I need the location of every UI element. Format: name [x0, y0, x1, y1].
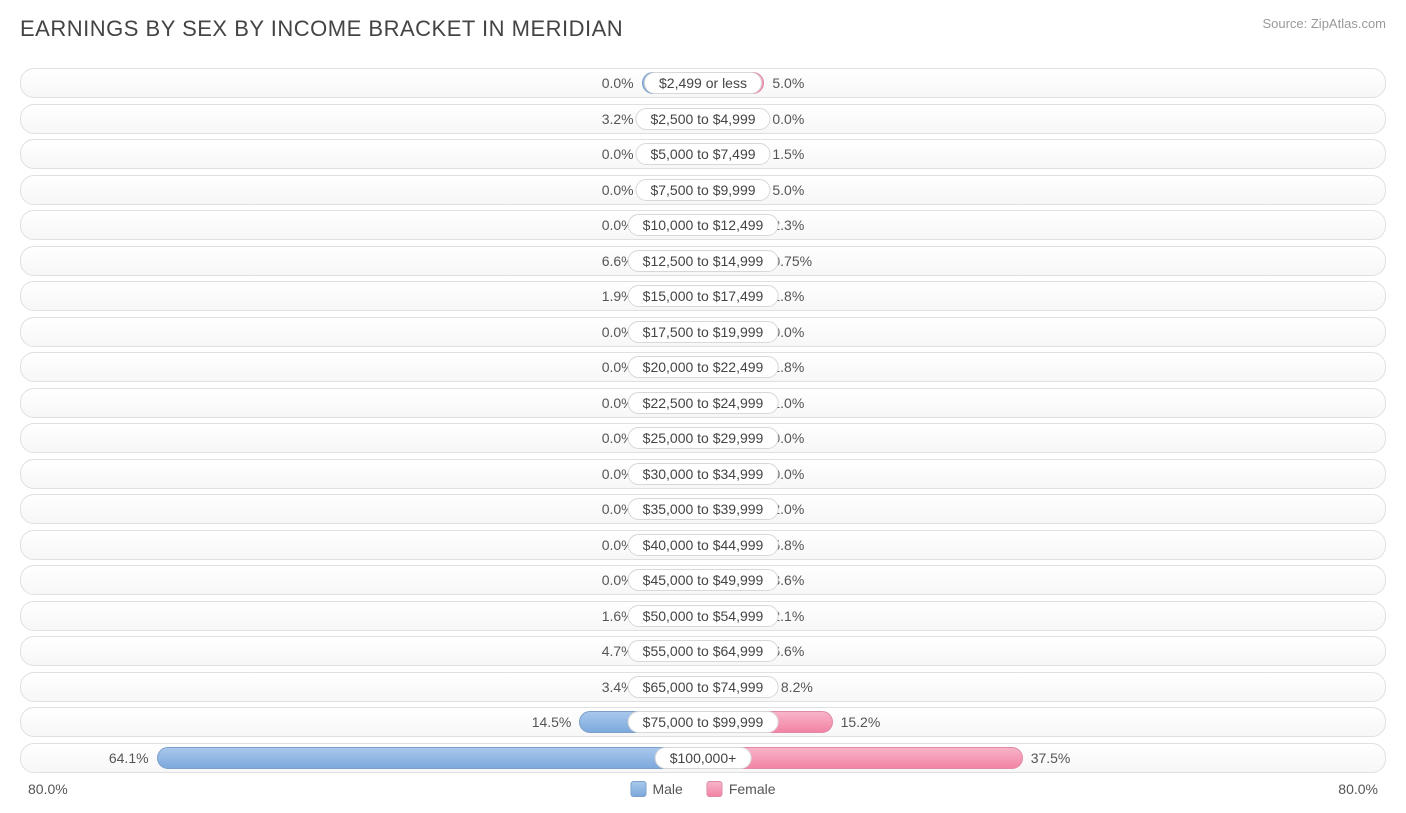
legend-item-female: Female: [707, 781, 776, 797]
chart-row: 0.0% 1.5%$5,000 to $7,499: [20, 139, 1386, 169]
chart-row: 0.0%0.0%$25,000 to $29,999: [20, 423, 1386, 453]
category-label: $40,000 to $44,999: [628, 534, 779, 556]
chart-row: 6.6%0.75%$12,500 to $14,999: [20, 246, 1386, 276]
chart-row: 0.0%0.0%$30,000 to $34,999: [20, 459, 1386, 489]
chart-row: 14.5% 15.2% $75,000 to $99,999: [20, 707, 1386, 737]
male-value-label: 0.0%: [602, 75, 634, 91]
axis-label-right: 80.0%: [1338, 781, 1378, 797]
category-label: $50,000 to $54,999: [628, 605, 779, 627]
category-label: $10,000 to $12,499: [628, 214, 779, 236]
female-value-label: 15.2%: [841, 714, 881, 730]
chart-row: 1.6%2.1%$50,000 to $54,999: [20, 601, 1386, 631]
chart-row: 0.0% 5.0% $2,499 or less: [20, 68, 1386, 98]
chart-row: 4.7%6.6%$55,000 to $64,999: [20, 636, 1386, 666]
diverging-bar-chart: 0.0%5.0%$2,499 or less3.2%0.0%$2,500 to …: [20, 68, 1386, 773]
category-label: $17,500 to $19,999: [628, 321, 779, 343]
legend-label-female: Female: [729, 781, 776, 797]
chart-row: 0.0%1.0%$22,500 to $24,999: [20, 388, 1386, 418]
chart-row: 0.0%2.3%$10,000 to $12,499: [20, 210, 1386, 240]
chart-footer: 80.0% Male Female 80.0%: [20, 781, 1386, 805]
chart-header: EARNINGS BY SEX BY INCOME BRACKET IN MER…: [20, 16, 1386, 42]
chart-row: 1.9%1.8%$15,000 to $17,499: [20, 281, 1386, 311]
category-label: $30,000 to $34,999: [628, 463, 779, 485]
legend-swatch-male: [630, 781, 646, 797]
chart-row: 0.0%3.6%$45,000 to $49,999: [20, 565, 1386, 595]
category-label: $5,000 to $7,499: [635, 143, 770, 165]
chart-row: 0.0%5.8%$40,000 to $44,999: [20, 530, 1386, 560]
category-label: $35,000 to $39,999: [628, 498, 779, 520]
male-value-label: 64.1%: [109, 750, 149, 766]
category-label: $20,000 to $22,499: [628, 356, 779, 378]
male-value-label: 0.0%: [602, 182, 634, 198]
female-value-label: 37.5%: [1031, 750, 1071, 766]
category-label: $75,000 to $99,999: [628, 711, 779, 733]
chart-row: 0.0%2.0%$35,000 to $39,999: [20, 494, 1386, 524]
category-label: $45,000 to $49,999: [628, 569, 779, 591]
female-value-label: 8.2%: [781, 679, 813, 695]
chart-source: Source: ZipAtlas.com: [1262, 16, 1386, 31]
female-value-label: 1.5%: [772, 146, 804, 162]
female-value-label: 0.0%: [772, 111, 804, 127]
category-label: $25,000 to $29,999: [628, 427, 779, 449]
category-label: $2,499 or less: [644, 72, 762, 94]
chart-row: 64.1% 37.5% $100,000+: [20, 743, 1386, 773]
category-label: $15,000 to $17,499: [628, 285, 779, 307]
category-label: $22,500 to $24,999: [628, 392, 779, 414]
female-value-label: 5.0%: [772, 182, 804, 198]
category-label: $12,500 to $14,999: [628, 250, 779, 272]
category-label: $65,000 to $74,999: [628, 676, 779, 698]
male-value-label: 3.2%: [602, 111, 634, 127]
chart-row: 0.0% 5.0%$7,500 to $9,999: [20, 175, 1386, 205]
chart-legend: Male Female: [630, 781, 775, 797]
legend-label-male: Male: [652, 781, 682, 797]
axis-label-left: 80.0%: [28, 781, 68, 797]
male-value-label: 0.0%: [602, 146, 634, 162]
category-label: $100,000+: [655, 747, 752, 769]
male-value-label: 14.5%: [532, 714, 572, 730]
legend-swatch-female: [707, 781, 723, 797]
chart-row: 0.0%0.0%$17,500 to $19,999: [20, 317, 1386, 347]
chart-title: EARNINGS BY SEX BY INCOME BRACKET IN MER…: [20, 16, 623, 42]
female-value-label: 5.0%: [772, 75, 804, 91]
chart-row: 3.4%8.2%$65,000 to $74,999: [20, 672, 1386, 702]
male-bar: [157, 747, 703, 769]
category-label: $2,500 to $4,999: [635, 108, 770, 130]
chart-row: 3.2% 0.0%$2,500 to $4,999: [20, 104, 1386, 134]
category-label: $55,000 to $64,999: [628, 640, 779, 662]
chart-row: 0.0%1.8%$20,000 to $22,499: [20, 352, 1386, 382]
legend-item-male: Male: [630, 781, 682, 797]
category-label: $7,500 to $9,999: [635, 179, 770, 201]
